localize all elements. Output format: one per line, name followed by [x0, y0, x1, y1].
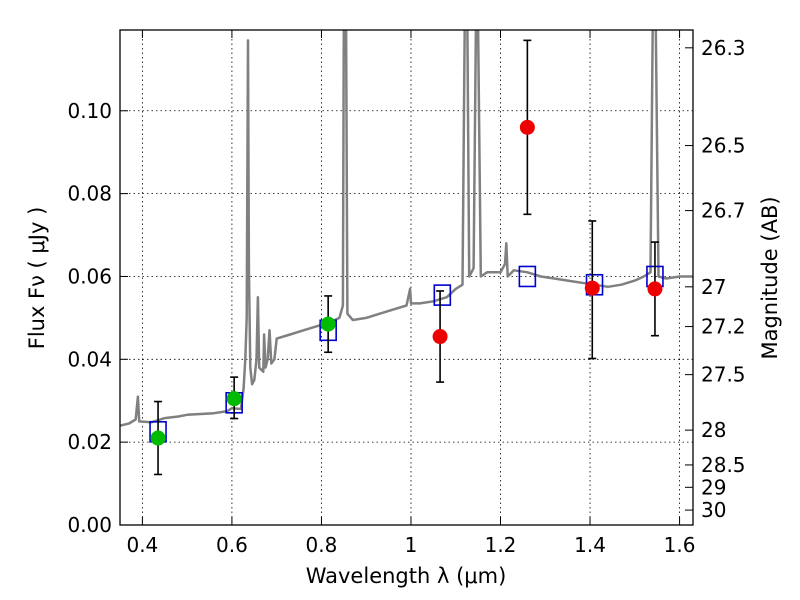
green-data-point: [150, 430, 166, 446]
x-tick-label: 0.4: [126, 533, 158, 557]
x-tick-label: 1.2: [485, 533, 517, 557]
y2-tick-label: 26.7: [701, 199, 746, 223]
x-tick-label: 1: [405, 533, 418, 557]
y2-tick-label: 30: [701, 498, 726, 522]
y-tick-label: 0.06: [67, 264, 112, 288]
grid: [120, 30, 693, 526]
red-data-point: [584, 280, 600, 296]
model-flux-square: [518, 265, 537, 288]
x-tick-label: 0.8: [306, 533, 338, 557]
x-axis-label: Wavelength λ (μm): [306, 564, 507, 588]
plot-frame: [119, 29, 694, 526]
y2-tick-label: 27: [701, 275, 726, 299]
y-tick-label: 0.08: [67, 182, 112, 206]
y2-tick-label: 29: [701, 475, 726, 499]
y-tick-label: 0.10: [67, 99, 112, 123]
ticks: 0.4 0.6 0.8 1 1.2 1.4 1.6 0.00 0.02 0.04 0.06 0.08 0…: [67, 30, 746, 557]
green-data-point: [320, 316, 336, 332]
y2-tick-label: 26.5: [701, 134, 746, 158]
y2-tick-label: 27.2: [701, 315, 746, 339]
y2-tick-label: 28: [701, 418, 726, 442]
y2-tick-label: 28.5: [701, 453, 746, 477]
red-data-point: [519, 119, 535, 135]
y-tick-label: 0.04: [67, 347, 112, 371]
y2-tick-label: 26.3: [701, 36, 746, 60]
model-flux-square: [433, 284, 452, 306]
y-tick-label: 0.02: [67, 430, 112, 454]
red-data-point: [647, 281, 663, 297]
plot-area: [120, 30, 693, 476]
y-axis-label: Flux Fν ( μJy ): [25, 207, 49, 350]
red-data-point: [432, 329, 448, 345]
spectrum-line: [120, 30, 693, 427]
green-data-point: [226, 391, 242, 407]
x-tick-label: 0.6: [216, 533, 248, 557]
y2-axis-label: Magnitude (AB): [758, 196, 782, 359]
y-tick-label: 0.00: [67, 513, 112, 537]
x-tick-label: 1.6: [664, 533, 696, 557]
x-tick-label: 1.4: [574, 533, 606, 557]
y2-tick-label: 27.5: [701, 363, 746, 387]
